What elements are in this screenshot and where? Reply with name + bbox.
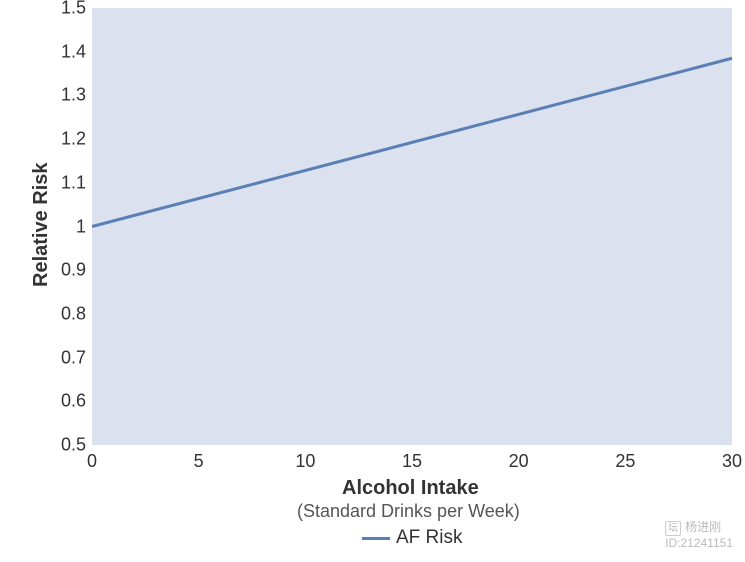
x-tick: 20 (509, 451, 529, 472)
watermark-icon: 坛 (665, 521, 681, 536)
y-tick: 1.1 (52, 172, 86, 193)
y-tick: 1 (52, 216, 86, 237)
x-tick: 15 (402, 451, 422, 472)
y-tick: 1.4 (52, 41, 86, 62)
x-tick: 10 (295, 451, 315, 472)
legend: AF Risk (362, 527, 463, 549)
y-tick: 0.5 (52, 435, 86, 456)
series-line-layer (0, 0, 732, 445)
chart-container: 0.5 0.6 0.7 0.8 0.9 1 1.1 1.2 1.3 1.4 1.5 0 5 10 15 20… (0, 0, 745, 562)
watermark-name: 杨进刚 (685, 520, 721, 534)
y-tick: 0.6 (52, 391, 86, 412)
watermark: 坛杨进刚 ID:21241151 (665, 520, 733, 552)
y-tick: 1.2 (52, 129, 86, 150)
y-tick: 0.9 (52, 260, 86, 281)
x-axis-sublabel: (Standard Drinks per Week) (297, 501, 520, 522)
x-axis-label: Alcohol Intake (342, 477, 479, 500)
series-line (92, 58, 732, 226)
x-tick: 30 (722, 451, 742, 472)
watermark-id: ID:21241151 (665, 536, 733, 550)
legend-swatch (362, 537, 390, 540)
x-tick: 0 (87, 451, 97, 472)
y-axis-label: Relative Risk (30, 162, 53, 287)
x-tick: 5 (194, 451, 204, 472)
legend-label: AF Risk (396, 527, 463, 549)
y-tick: 1.5 (52, 0, 86, 19)
x-tick: 25 (615, 451, 635, 472)
y-tick: 0.7 (52, 347, 86, 368)
y-tick: 0.8 (52, 303, 86, 324)
y-tick: 1.3 (52, 85, 86, 106)
